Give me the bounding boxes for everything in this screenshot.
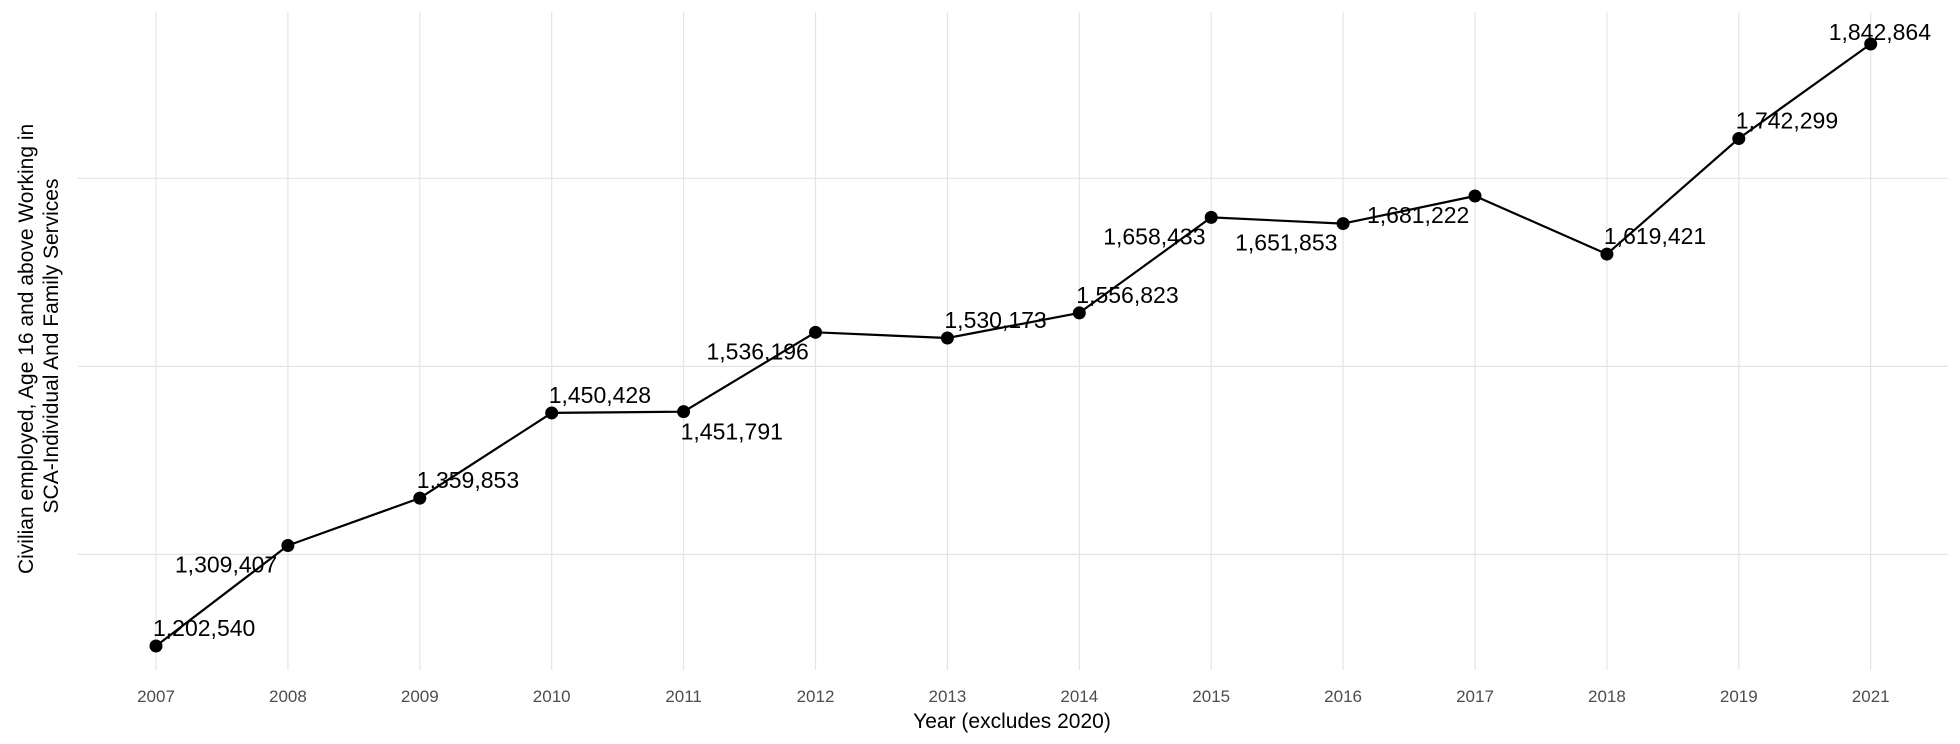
data-point	[1336, 217, 1350, 231]
x-tick-label: 2009	[401, 687, 439, 706]
y-axis-title-line-2: SCA-Individual And Family Services	[40, 179, 63, 514]
data-point	[1600, 247, 1614, 261]
x-axis-title: Year (excludes 2020)	[913, 710, 1111, 733]
x-tick-label: 2007	[137, 687, 175, 706]
data-label: 1,530,173	[944, 307, 1046, 333]
data-label: 1,658,433	[1103, 223, 1205, 249]
x-tick-layer: 2007 2008 2009 2010 2011 2012 2013 2014 2015 2016…	[137, 687, 1890, 706]
data-point	[1468, 189, 1482, 203]
data-label: 1,451,791	[681, 419, 783, 445]
data-point	[809, 325, 822, 339]
data-point	[1732, 132, 1746, 146]
y-axis-title: Civilian employed, Age 16 and above Work…	[15, 118, 63, 574]
data-point	[413, 491, 427, 505]
x-tick-label: 2019	[1720, 687, 1758, 706]
data-label: 1,536,196	[707, 338, 809, 364]
x-tick-label: 2015	[1192, 687, 1230, 706]
x-tick-label: 2012	[797, 687, 835, 706]
x-tick-label: 2008	[269, 687, 307, 706]
data-point	[545, 406, 559, 420]
data-label: 1,450,428	[549, 382, 651, 408]
x-tick-label: 2016	[1324, 687, 1362, 706]
series-line	[155, 43, 1872, 647]
y-axis-title-line-1: Civilian employed, Age 16 and above Work…	[15, 124, 38, 574]
data-point	[149, 639, 163, 653]
data-point	[677, 405, 691, 419]
data-point	[1864, 37, 1878, 51]
data-label: 1,842,864	[1829, 19, 1932, 45]
x-tick-label: 2018	[1588, 687, 1626, 706]
x-tick-label: 2013	[928, 687, 966, 706]
x-tick-label: 2021	[1852, 687, 1890, 706]
x-tick-label: 2010	[533, 687, 571, 706]
data-point	[1204, 210, 1218, 224]
data-label: 1,359,853	[417, 467, 519, 493]
data-label: 1,619,421	[1604, 223, 1706, 249]
data-label: 1,742,299	[1736, 108, 1838, 134]
grid-layer	[78, 12, 1948, 670]
series-layer	[149, 37, 1878, 653]
data-point	[940, 331, 954, 345]
data-label: 1,309,407	[175, 552, 277, 578]
x-tick-label: 2011	[665, 687, 702, 706]
data-label: 1,202,540	[153, 615, 255, 641]
x-tick-label: 2014	[1060, 687, 1098, 706]
data-label: 1,556,823	[1076, 282, 1178, 308]
x-tick-label: 2017	[1456, 687, 1494, 706]
data-label: 1,651,853	[1235, 230, 1337, 256]
data-label: 1,681,222	[1367, 202, 1469, 228]
data-point	[1072, 306, 1086, 320]
data-label-layer: 1,202,540 1,309,407 1,359,853 1,450,428 1,45…	[153, 19, 1931, 641]
data-point	[281, 539, 295, 553]
